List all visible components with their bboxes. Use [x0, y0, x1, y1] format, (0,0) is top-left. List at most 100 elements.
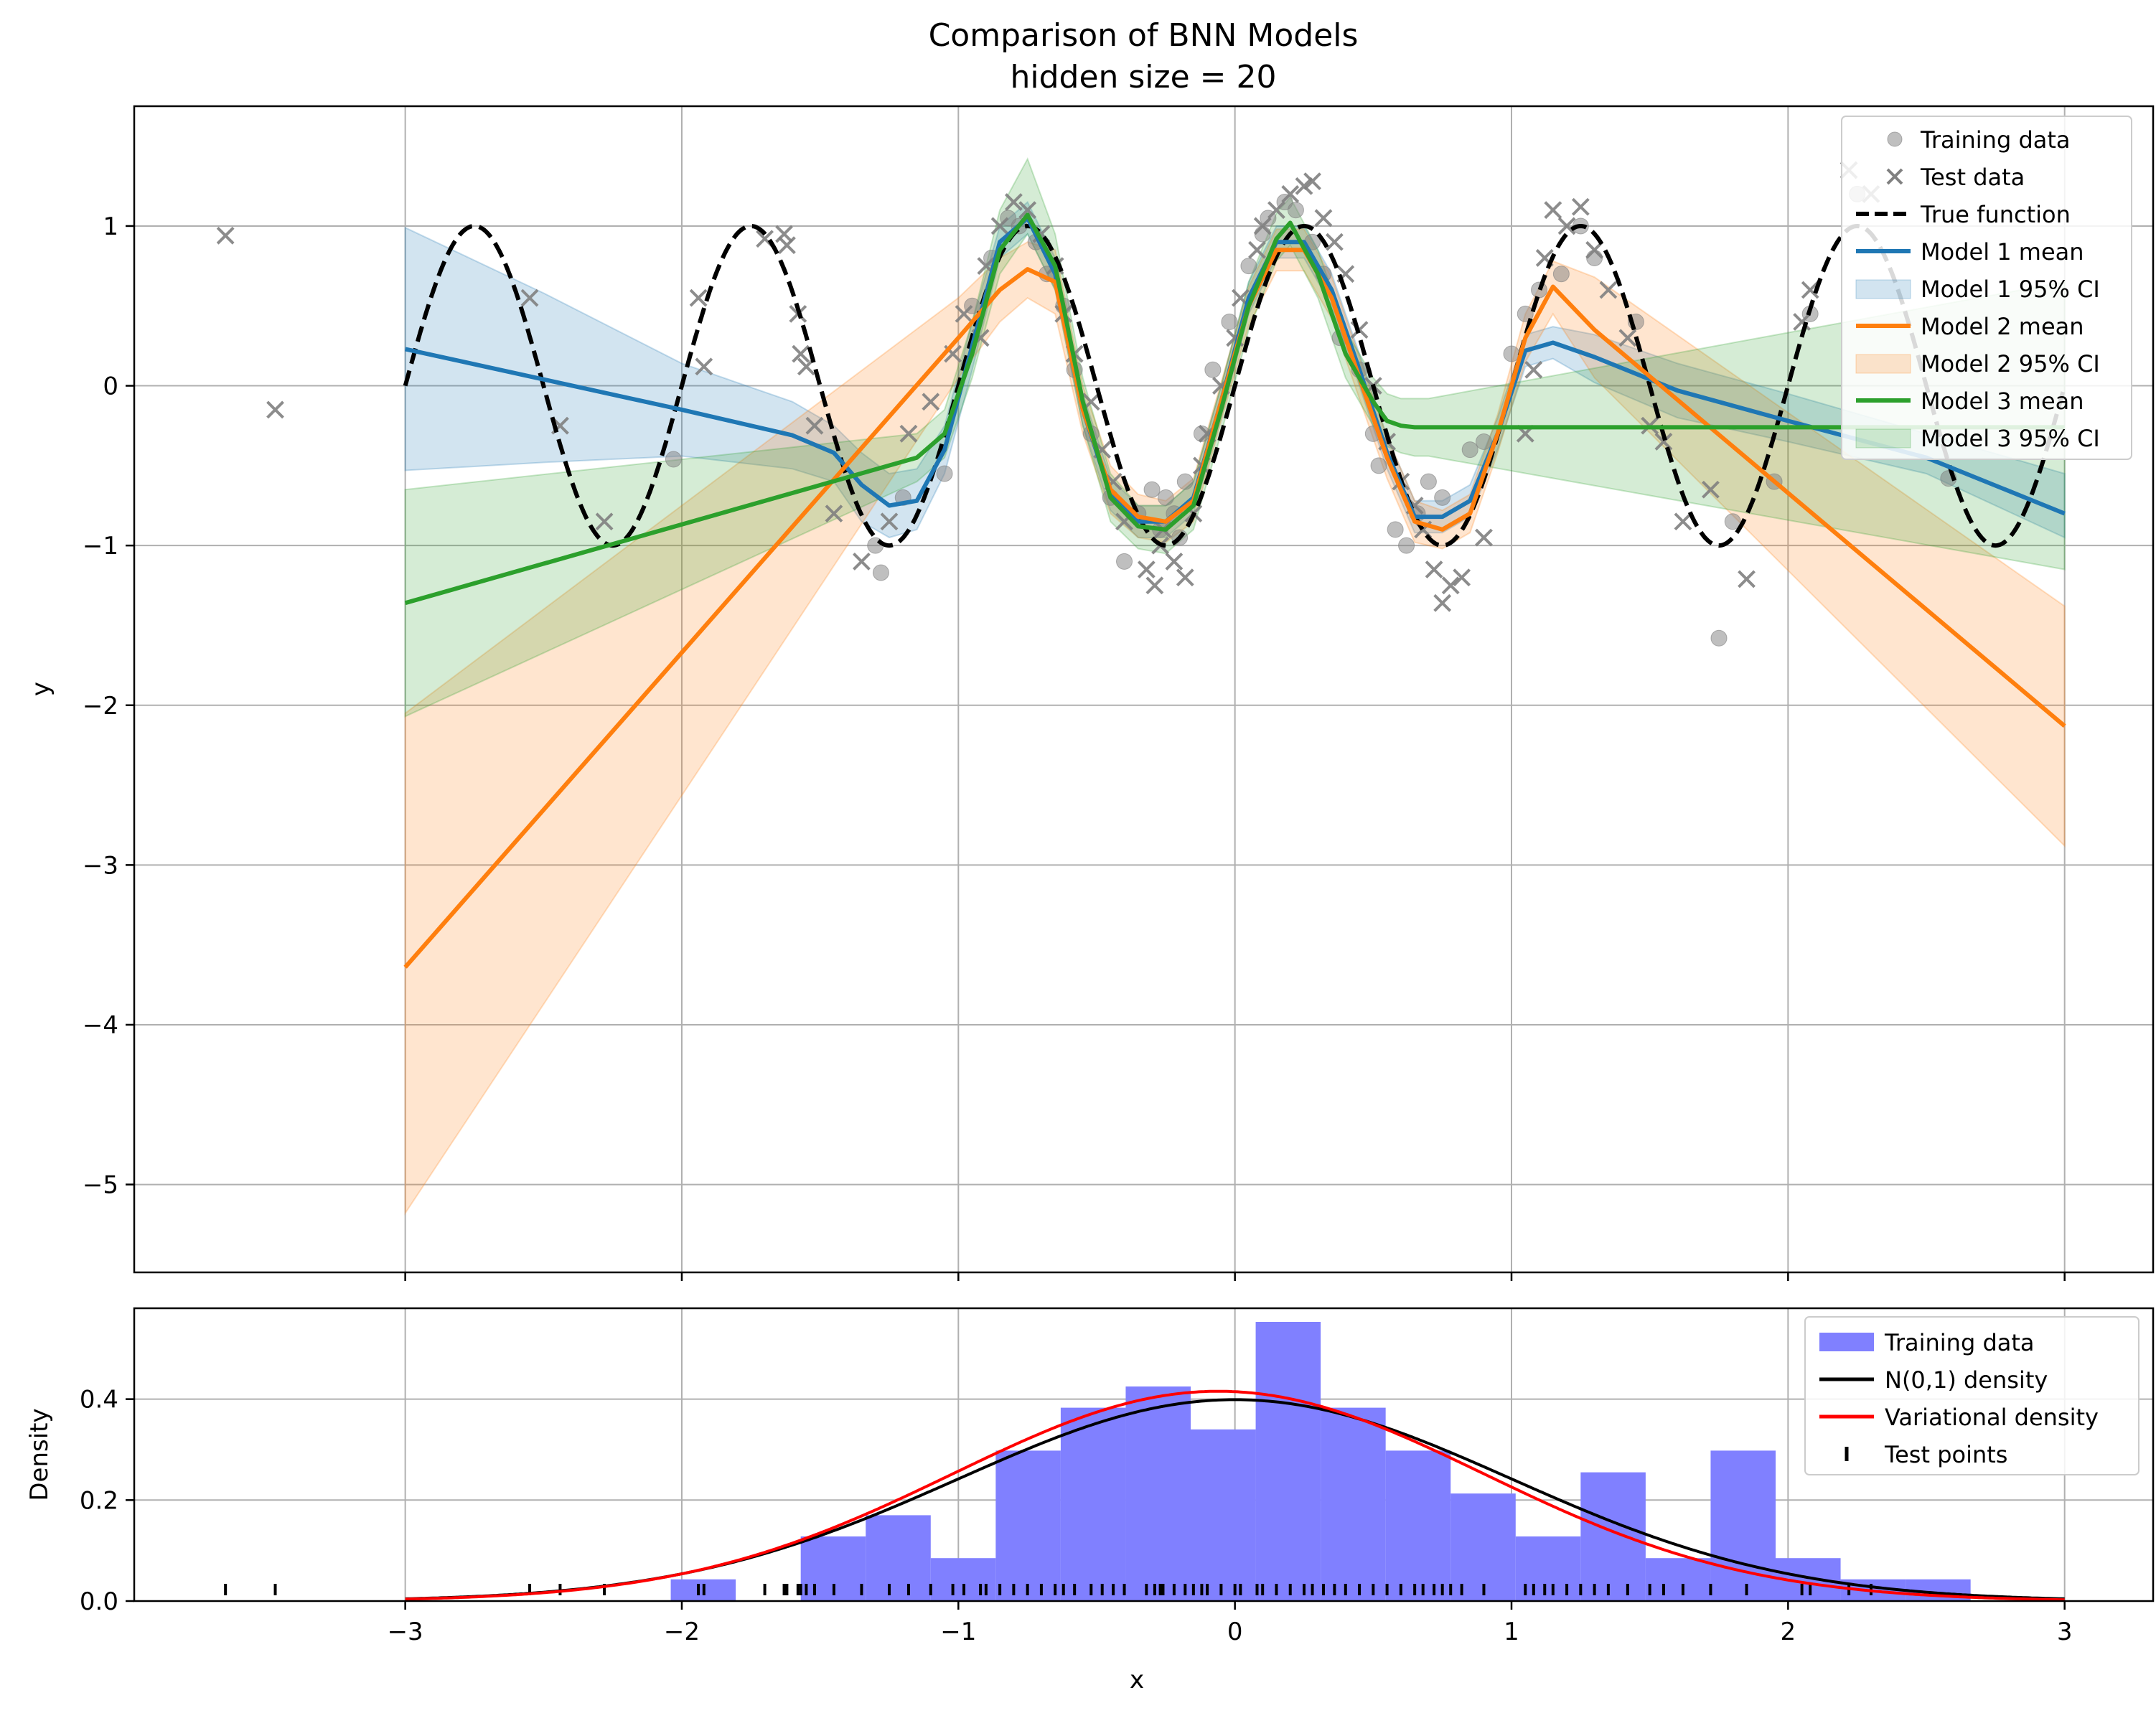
test-point: [955, 304, 973, 323]
training-point: [1176, 473, 1194, 490]
test-point: [1425, 560, 1443, 578]
test-point: [825, 504, 843, 523]
top-y-tick-label-1: −4: [83, 1011, 118, 1040]
test-point: [1544, 201, 1562, 220]
training-point: [1204, 361, 1222, 378]
training-point: [936, 465, 953, 482]
bottom-legend-box: [1804, 1316, 2139, 1475]
test-point: [1441, 576, 1460, 595]
chart-title-line1: Comparison of BNN Models: [929, 17, 1359, 54]
test-point: [1571, 197, 1590, 216]
model2-mean-line: [403, 248, 2066, 969]
training-point: [1398, 537, 1415, 554]
test-point: [1524, 360, 1543, 379]
test-point: [1325, 233, 1344, 251]
training-point: [1434, 489, 1451, 506]
test-point: [1267, 201, 1285, 220]
test-point: [1303, 172, 1321, 191]
test-point: [1295, 177, 1313, 195]
legend-model2-ci-patch: [1855, 354, 1911, 374]
legend-label-n01: N(0,1) density: [1885, 1366, 2048, 1394]
training-point: [1710, 629, 1728, 647]
histogram-bar: [1060, 1407, 1126, 1601]
bottom-axes-frame: [133, 1307, 2155, 1602]
test-point: [1176, 568, 1194, 587]
test-point: [805, 416, 824, 435]
bottom-y-tick-label-1: 0.2: [80, 1486, 118, 1515]
training-point: [1287, 202, 1304, 219]
legend-label-training: Training data: [1920, 126, 2071, 154]
training-point: [1157, 489, 1174, 506]
model2-ci-band: [404, 228, 2066, 1216]
bottom-legend: Training data N(0,1) density Variational…: [1804, 1316, 2139, 1475]
bottom-x-tick-label-2: −1: [940, 1618, 976, 1646]
histogram-bar: [866, 1515, 931, 1601]
top-mean-lines: [403, 212, 2067, 969]
histogram-bar: [1191, 1429, 1256, 1601]
test-point: [1702, 480, 1720, 499]
x-axis-label: x: [1130, 1666, 1144, 1694]
bottom-test-rug: [224, 1584, 1873, 1595]
histogram-bar: [1385, 1450, 1451, 1601]
test-point: [1248, 240, 1266, 259]
test-point: [216, 226, 235, 245]
legend-test-marker: [1886, 168, 1903, 185]
bottom-histogram: [670, 1321, 1971, 1601]
top-y-tick-label-4: −1: [83, 532, 118, 560]
legend-training-marker: [1887, 131, 1903, 147]
chart-title-line2: hidden size = 20: [1010, 59, 1276, 95]
histogram-bar: [1255, 1321, 1321, 1601]
top-y-axis-label: y: [27, 682, 55, 696]
test-point: [1165, 553, 1184, 571]
legend-label-model1-ci: Model 1 95% CI: [1921, 276, 2100, 303]
histogram-bar: [1321, 1407, 1386, 1601]
training-point: [1461, 441, 1478, 459]
bottom-x-tick-label-3: 0: [1227, 1618, 1243, 1646]
true-function-line: [403, 223, 2067, 548]
test-point: [880, 512, 899, 531]
test-point: [777, 236, 796, 255]
legend-label-test-points: Test points: [1884, 1441, 2007, 1468]
test-point: [1793, 313, 1811, 331]
training-point: [867, 537, 884, 554]
training-point: [1240, 258, 1257, 275]
test-point: [899, 424, 918, 443]
histogram-bar: [1450, 1493, 1516, 1601]
top-legend-box: [1841, 116, 2132, 460]
legend-label-true-function: True function: [1920, 201, 2071, 228]
legend-label-test: Test data: [1920, 164, 2025, 191]
test-point: [695, 357, 713, 376]
training-point: [1517, 305, 1534, 322]
bottom-x-tick-label-1: −2: [664, 1618, 700, 1646]
training-point: [1420, 473, 1437, 490]
top-y-tick-label-0: −5: [83, 1171, 118, 1200]
bottom-panel: −3 −2 −1 0 1 2 3 0.0 0.2 0.4 Density x Training d…: [25, 1307, 2155, 1694]
test-point: [1453, 568, 1471, 587]
training-point: [1724, 513, 1741, 530]
test-point: [1314, 209, 1333, 227]
test-point: [853, 553, 871, 571]
test-point: [1018, 201, 1037, 220]
training-point: [1387, 521, 1404, 538]
test-point: [1004, 193, 1023, 211]
top-y-tick-label-5: 0: [103, 372, 118, 401]
top-y-tick-label-3: −2: [83, 692, 118, 721]
bottom-y-axis-label: Density: [25, 1408, 54, 1501]
top-legend: Training data Test data True function Mo…: [1841, 116, 2132, 460]
legend-label-histogram: Training data: [1884, 1329, 2035, 1356]
histogram-bar: [1645, 1558, 1711, 1601]
bottom-x-tick-label-5: 2: [1781, 1618, 1796, 1646]
legend-label-variational: Variational density: [1885, 1404, 2099, 1431]
legend-model3-ci-patch: [1855, 428, 1911, 449]
variational-density-line: [405, 1389, 2065, 1602]
training-point: [1193, 425, 1210, 442]
test-point: [1674, 512, 1692, 531]
top-grid: [134, 106, 2153, 1272]
test-point: [1599, 281, 1618, 299]
training-point: [1531, 281, 1548, 299]
test-point: [1253, 217, 1272, 235]
test-point: [990, 217, 1009, 235]
bottom-x-tick-label-4: 1: [1504, 1618, 1519, 1646]
legend-label-model2-mean: Model 2 mean: [1921, 313, 2084, 340]
top-axes-frame: [133, 105, 2155, 1274]
